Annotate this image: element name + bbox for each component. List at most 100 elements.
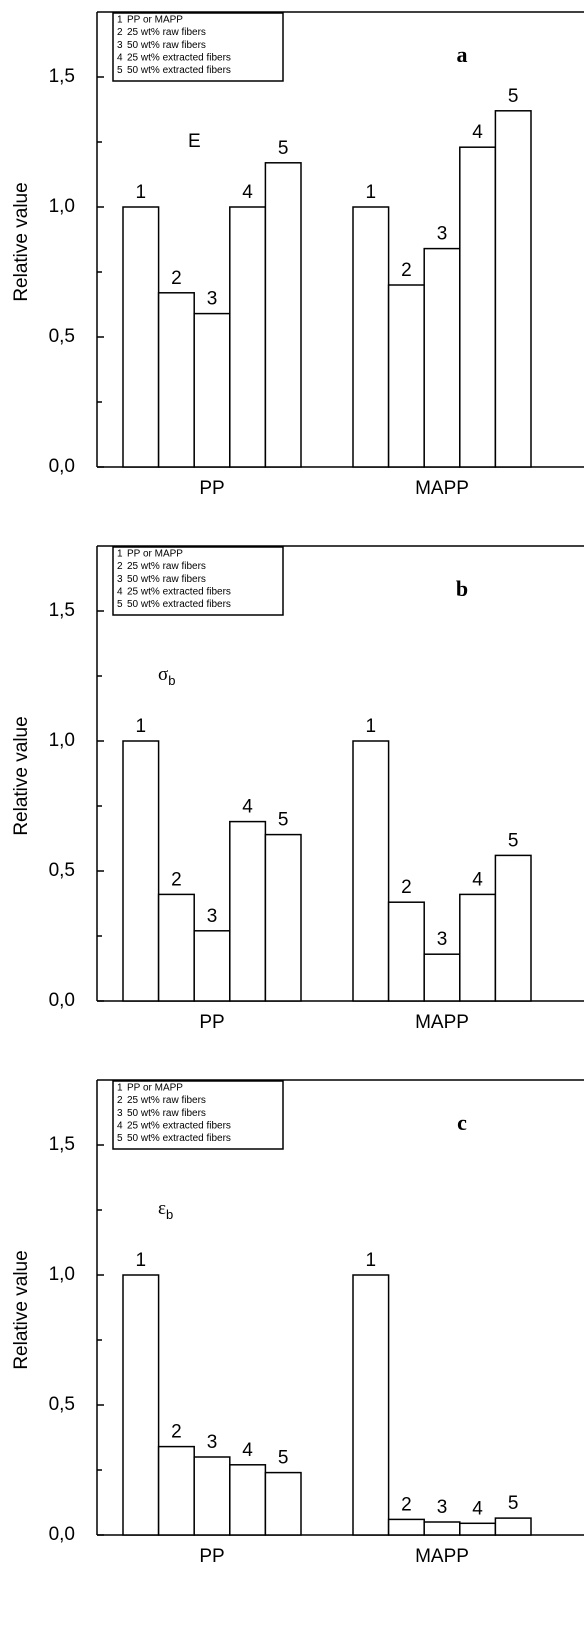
legend-number: 5	[117, 599, 123, 610]
bar	[229, 206, 267, 468]
bar-label: 5	[508, 1493, 519, 1514]
x-tick-label: MAPP	[415, 1012, 469, 1033]
panel-label: c	[457, 1110, 467, 1135]
y-tick-label: 1,5	[49, 1134, 75, 1155]
x-tick-label: PP	[199, 1012, 224, 1033]
annotation-subscript: b	[168, 673, 175, 688]
bar-label: 4	[242, 1440, 253, 1461]
bar-label: 3	[437, 224, 448, 245]
annotation-text: ε	[158, 1198, 166, 1219]
legend-label: 50 wt% raw fibers	[127, 574, 206, 585]
bar	[352, 740, 390, 1002]
y-axis-title: Relative value	[11, 182, 32, 301]
legend-label: 25 wt% raw fibers	[127, 27, 206, 38]
bar-label: 2	[171, 268, 182, 289]
legend-number: 3	[117, 1108, 123, 1119]
x-tick-label: PP	[199, 478, 224, 499]
legend-number: 3	[117, 574, 123, 585]
bar	[229, 1464, 267, 1536]
bar	[122, 206, 160, 468]
legend-label: 25 wt% extracted fibers	[127, 1120, 231, 1131]
bar	[122, 740, 160, 1002]
bar-label: 4	[242, 797, 253, 818]
y-tick-label: 0,5	[49, 326, 75, 347]
bar-label: 1	[136, 716, 147, 737]
bar-label: 5	[508, 86, 519, 107]
legend-number: 4	[117, 586, 123, 597]
bar-label: 5	[508, 830, 519, 851]
bar-label: 4	[472, 122, 483, 143]
panel-label: a	[457, 42, 468, 67]
legend-label: 50 wt% extracted fibers	[127, 1133, 231, 1144]
legend-label: PP or MAPP	[127, 15, 183, 26]
bar	[264, 162, 302, 468]
bar-label: 4	[242, 182, 253, 203]
bar-label: 5	[278, 1448, 289, 1469]
bar	[494, 1517, 532, 1536]
annotation: σb	[158, 664, 175, 688]
legend-label: 25 wt% raw fibers	[127, 561, 206, 572]
legend-label: 50 wt% raw fibers	[127, 1108, 206, 1119]
legend-number: 2	[117, 561, 123, 572]
annotation: εb	[158, 1198, 173, 1222]
bar	[423, 1521, 461, 1536]
bar	[494, 854, 532, 1002]
y-tick-label: 1,5	[49, 66, 75, 87]
legend-number: 5	[117, 1133, 123, 1144]
y-tick-label: 1,5	[49, 600, 75, 621]
bar	[157, 292, 195, 468]
bar-label: 3	[207, 1432, 218, 1453]
legend-number: 1	[117, 1083, 123, 1094]
bar-label: 2	[401, 1494, 412, 1515]
legend-label: 25 wt% extracted fibers	[127, 586, 231, 597]
bar	[494, 110, 532, 468]
legend-number: 2	[117, 27, 123, 38]
legend-number: 1	[117, 549, 123, 560]
x-tick-label: PP	[199, 1546, 224, 1567]
bar	[423, 953, 461, 1002]
bar-label: 3	[207, 906, 218, 927]
bar	[229, 820, 267, 1002]
bar-label: 1	[136, 1250, 147, 1271]
bar	[459, 146, 497, 468]
bar	[459, 893, 497, 1002]
y-axis-title: Relative value	[11, 716, 32, 835]
bar	[193, 1456, 231, 1536]
bar	[459, 1522, 497, 1536]
bar-label: 2	[401, 877, 412, 898]
bar-label: 1	[136, 182, 147, 203]
bar-label: 2	[171, 869, 182, 890]
bar-label: 2	[401, 260, 412, 281]
bar-label: 5	[278, 138, 289, 159]
bar	[122, 1274, 160, 1536]
legend-number: 3	[117, 40, 123, 51]
bar-label: 3	[437, 929, 448, 950]
bar-label: 1	[366, 716, 377, 737]
bar	[193, 312, 231, 468]
y-tick-label: 1,0	[49, 1264, 75, 1285]
legend-number: 4	[117, 52, 123, 63]
annotation-text: σ	[158, 664, 168, 685]
legend-box	[112, 12, 284, 82]
bar	[387, 284, 425, 468]
legend-box	[112, 546, 284, 616]
bar-label: 5	[278, 810, 289, 831]
bar	[352, 206, 390, 468]
annotation-subscript: b	[166, 1207, 173, 1222]
bar-label: 3	[207, 289, 218, 310]
y-tick-label: 0,0	[49, 1524, 75, 1545]
y-tick-label: 0,5	[49, 860, 75, 881]
bar	[423, 247, 461, 468]
bar	[157, 1445, 195, 1536]
legend-label: 50 wt% extracted fibers	[127, 599, 231, 610]
bar-label: 3	[437, 1497, 448, 1518]
y-tick-label: 1,0	[49, 730, 75, 751]
y-axis-title: Relative value	[11, 1250, 32, 1369]
bar	[193, 930, 231, 1002]
bar	[387, 1518, 425, 1536]
bar	[352, 1274, 390, 1536]
